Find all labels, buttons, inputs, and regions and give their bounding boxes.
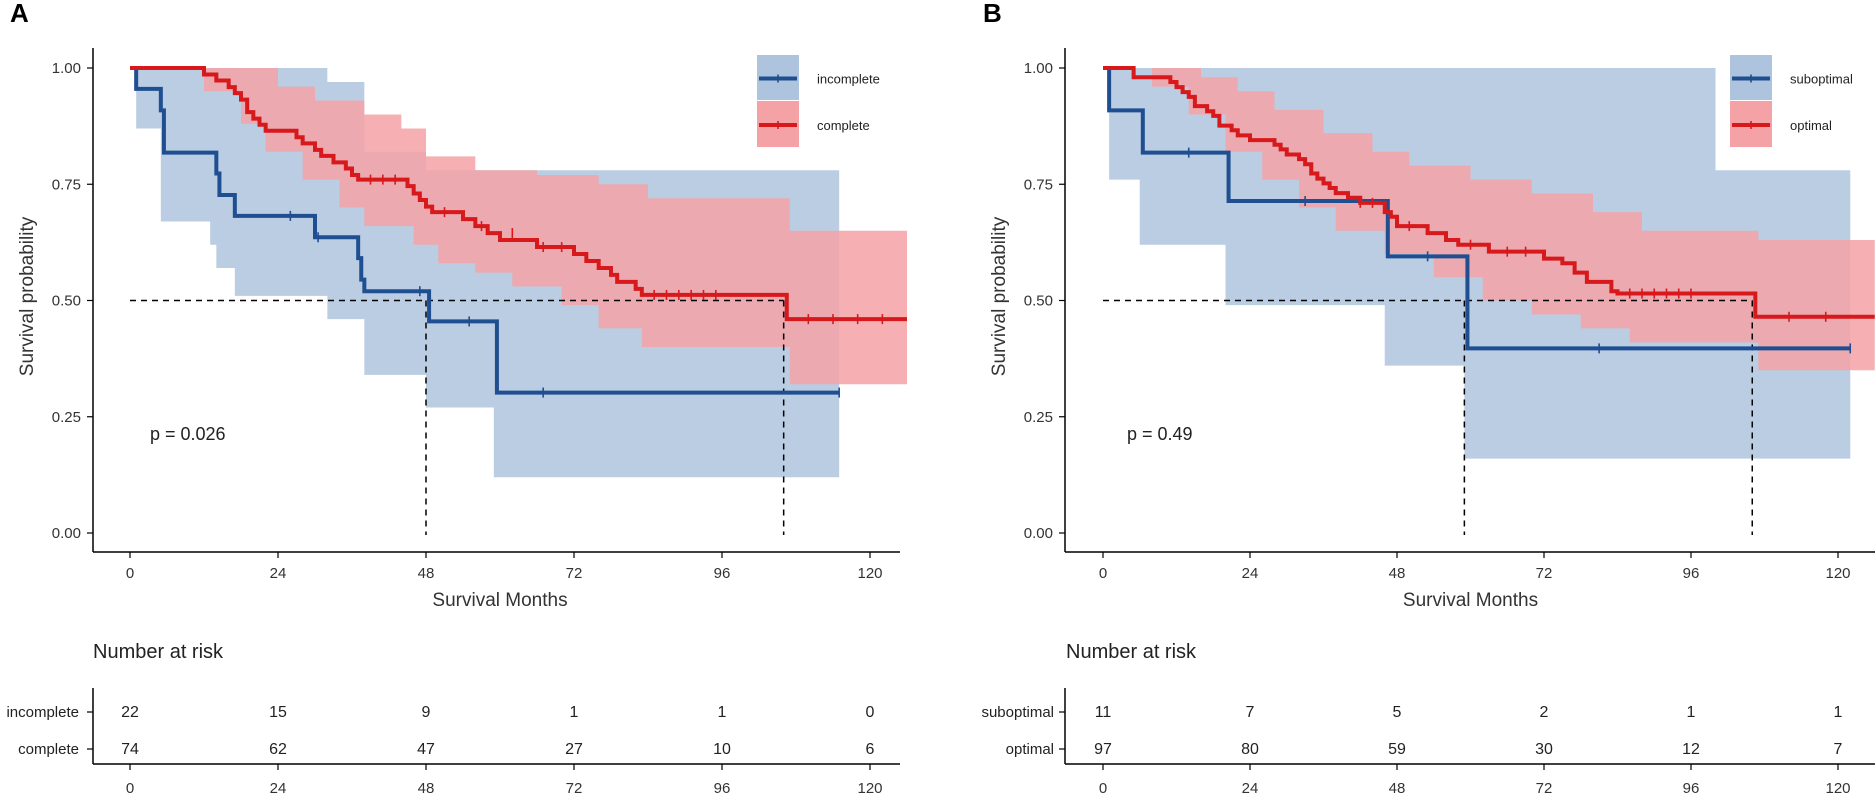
risk-value: 15 bbox=[269, 704, 287, 721]
risk-x-tick-label: 0 bbox=[1099, 780, 1107, 797]
risk-value: 2 bbox=[1540, 704, 1549, 721]
risk-value: 1 bbox=[570, 704, 579, 721]
risk-row-label: incomplete bbox=[6, 704, 79, 721]
x-tick-label: 72 bbox=[566, 565, 583, 582]
risk-x-tick-label: 0 bbox=[126, 780, 134, 797]
risk-table-title: Number at risk bbox=[1066, 641, 1197, 663]
risk-x-tick-label: 96 bbox=[1683, 780, 1700, 797]
risk-value: 80 bbox=[1241, 741, 1259, 758]
legend-label: suboptimal bbox=[1790, 72, 1853, 87]
confidence-band-complete bbox=[130, 68, 907, 385]
p-value-text: p = 0.026 bbox=[150, 424, 226, 444]
y-tick-label: 0.25 bbox=[52, 409, 81, 426]
y-tick-label: 1.00 bbox=[52, 60, 81, 77]
x-tick-label: 0 bbox=[1099, 565, 1107, 582]
survival-curve-optimal bbox=[1103, 66, 1875, 319]
risk-value: 10 bbox=[713, 741, 731, 758]
risk-value: 1 bbox=[1687, 704, 1696, 721]
risk-value: 9 bbox=[422, 704, 431, 721]
panel-label: A bbox=[10, 0, 29, 28]
y-axis-title: Survival probability bbox=[17, 216, 38, 376]
risk-x-tick-label: 96 bbox=[714, 780, 731, 797]
legend-label: incomplete bbox=[817, 72, 880, 87]
risk-x-tick-label: 120 bbox=[857, 780, 882, 797]
panel-label: B bbox=[983, 0, 1002, 28]
risk-value: 1 bbox=[718, 704, 727, 721]
risk-x-tick-label: 120 bbox=[1825, 780, 1850, 797]
x-tick-label: 72 bbox=[1536, 565, 1553, 582]
y-tick-label: 0.00 bbox=[52, 525, 81, 542]
risk-value: 59 bbox=[1388, 741, 1406, 758]
risk-value: 11 bbox=[1095, 704, 1112, 721]
y-tick-label: 0.50 bbox=[52, 293, 81, 310]
y-tick-label: 0.75 bbox=[1024, 176, 1053, 193]
p-value-text: p = 0.49 bbox=[1127, 424, 1193, 444]
y-tick-label: 0.00 bbox=[1024, 525, 1053, 542]
risk-x-tick-label: 72 bbox=[566, 780, 583, 797]
risk-value: 5 bbox=[1393, 704, 1402, 721]
survival-curve-suboptimal bbox=[1103, 66, 1851, 351]
risk-value: 0 bbox=[866, 704, 875, 721]
risk-x-tick-label: 48 bbox=[418, 780, 435, 797]
risk-value: 27 bbox=[565, 741, 583, 758]
risk-value: 22 bbox=[121, 704, 139, 721]
x-tick-label: 48 bbox=[418, 565, 435, 582]
risk-value: 62 bbox=[269, 741, 287, 758]
x-tick-label: 96 bbox=[714, 565, 731, 582]
x-tick-label: 96 bbox=[1683, 565, 1700, 582]
panel-b: B0.000.250.500.751.000 24 48 72 96 120Surviva… bbox=[981, 0, 1875, 797]
risk-value: 7 bbox=[1834, 741, 1843, 758]
risk-x-tick-label: 72 bbox=[1536, 780, 1553, 797]
survival-curve-incomplete bbox=[130, 66, 840, 395]
risk-x-tick-label: 48 bbox=[1389, 780, 1406, 797]
y-tick-label: 0.75 bbox=[52, 176, 81, 193]
risk-value: 47 bbox=[417, 741, 435, 758]
risk-value: 30 bbox=[1535, 741, 1553, 758]
risk-row-label: optimal bbox=[1006, 741, 1054, 758]
risk-table-title: Number at risk bbox=[93, 641, 224, 663]
risk-value: 97 bbox=[1094, 741, 1112, 758]
y-tick-label: 0.50 bbox=[1024, 293, 1053, 310]
risk-x-tick-label: 24 bbox=[1242, 780, 1259, 797]
x-tick-label: 48 bbox=[1389, 565, 1406, 582]
x-axis-title: Survival Months bbox=[432, 590, 567, 611]
x-tick-label: 120 bbox=[857, 565, 882, 582]
risk-value: 7 bbox=[1246, 704, 1255, 721]
risk-row-label: suboptimal bbox=[981, 704, 1054, 721]
risk-row-label: complete bbox=[18, 741, 79, 758]
survival-curve-complete bbox=[130, 66, 907, 322]
panel-a: A0.000.250.500.751.000 24 48 72 96 120Surviva… bbox=[6, 0, 907, 797]
risk-value: 6 bbox=[866, 741, 875, 758]
legend-label: optimal bbox=[1790, 118, 1832, 133]
x-tick-label: 24 bbox=[1242, 565, 1259, 582]
y-tick-label: 1.00 bbox=[1024, 60, 1053, 77]
risk-value: 12 bbox=[1682, 741, 1700, 758]
legend-label: complete bbox=[817, 118, 870, 133]
y-axis-title: Survival probability bbox=[989, 216, 1010, 376]
risk-value: 74 bbox=[121, 741, 139, 758]
risk-x-tick-label: 24 bbox=[270, 780, 287, 797]
y-tick-label: 0.25 bbox=[1024, 409, 1053, 426]
x-tick-label: 0 bbox=[126, 565, 134, 582]
x-tick-label: 120 bbox=[1825, 565, 1850, 582]
x-tick-label: 24 bbox=[270, 565, 287, 582]
x-axis-title: Survival Months bbox=[1403, 590, 1538, 611]
risk-value: 1 bbox=[1834, 704, 1843, 721]
